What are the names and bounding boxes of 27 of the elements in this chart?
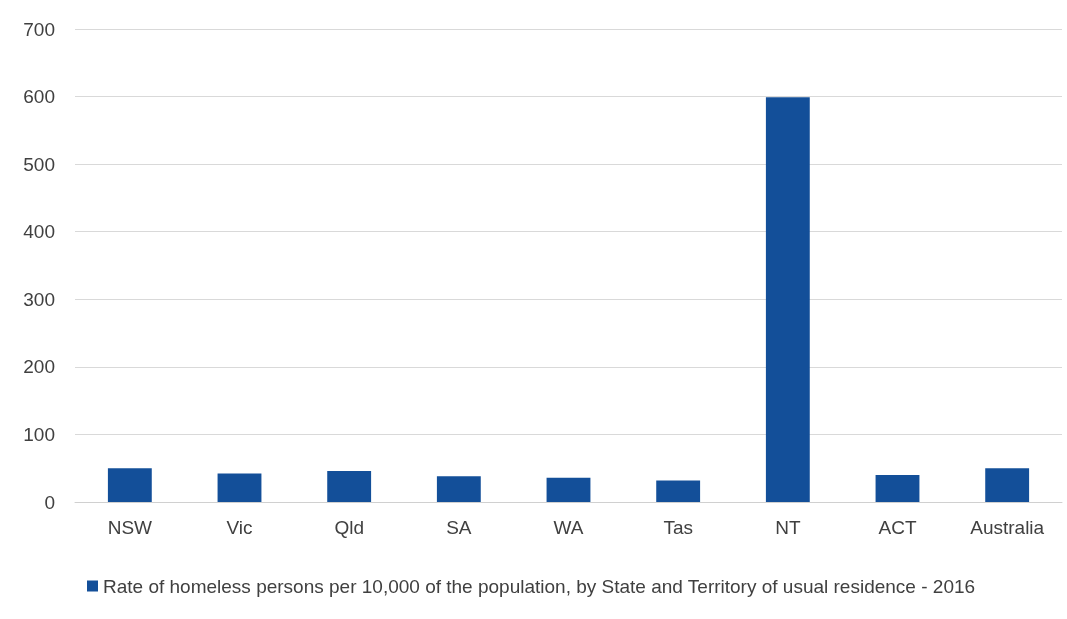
x-tick-label: SA	[446, 517, 472, 538]
x-tick-label: WA	[553, 517, 584, 538]
y-tick-label: 400	[23, 221, 55, 243]
y-tick-label: 0	[44, 491, 55, 513]
bar	[217, 473, 262, 502]
legend-label: Rate of homeless persons per 10,000 of the population, by State and Territory of usual residence - 2016	[103, 575, 976, 597]
y-tick-label: 100	[23, 423, 55, 445]
bar	[436, 476, 481, 502]
y-tick-label: 700	[23, 18, 55, 40]
x-tick-label: Vic	[226, 517, 253, 538]
bar	[765, 97, 810, 502]
x-tick-label: Qld	[334, 517, 364, 538]
x-tick-label: Australia	[970, 517, 1045, 538]
x-tick-label: NT	[775, 517, 801, 538]
bar	[107, 468, 152, 502]
x-tick-label: Tas	[663, 517, 693, 538]
y-tick-label: 200	[23, 356, 55, 378]
y-tick-label: 600	[23, 86, 55, 108]
y-tick-label: 300	[23, 288, 55, 310]
bar	[875, 474, 920, 502]
bar	[546, 477, 591, 502]
bar	[327, 470, 372, 502]
bar	[985, 468, 1030, 502]
bar	[656, 480, 701, 502]
y-tick-label: 500	[23, 153, 55, 175]
x-tick-label: NSW	[107, 517, 153, 538]
x-tick-label: ACT	[878, 517, 917, 538]
